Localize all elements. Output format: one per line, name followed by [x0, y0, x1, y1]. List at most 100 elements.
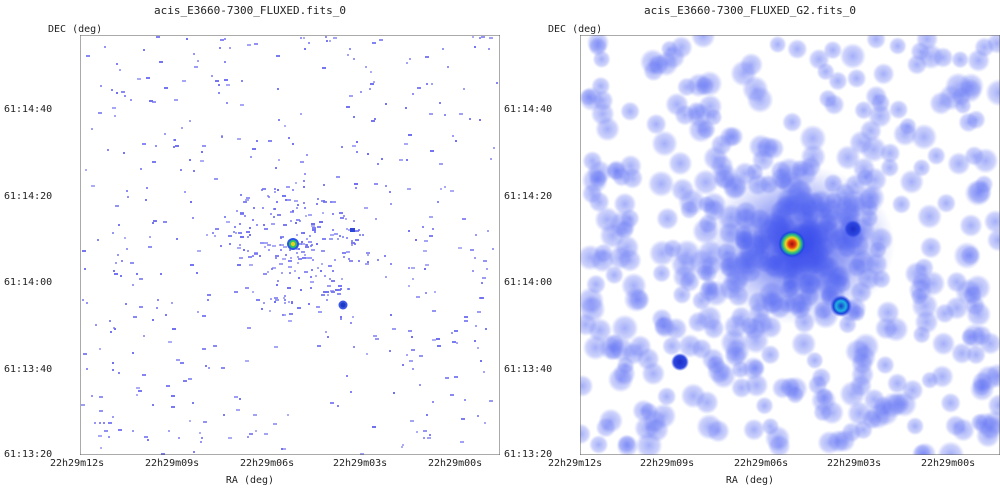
event-pixel	[373, 81, 375, 83]
event-pixel	[302, 257, 306, 259]
emission-blob	[888, 99, 909, 120]
event-pixel	[124, 95, 126, 97]
event-pixel	[273, 216, 275, 218]
event-pixel	[372, 42, 376, 44]
emission-blob	[632, 399, 655, 423]
event-pixel	[276, 201, 278, 203]
event-pixel	[168, 341, 172, 343]
event-pixel	[115, 205, 119, 207]
event-pixel	[375, 218, 377, 220]
event-pixel	[173, 139, 175, 141]
event-pixel	[264, 228, 268, 230]
event-pixel	[127, 196, 129, 198]
event-pixel	[416, 431, 418, 433]
event-pixel	[277, 88, 279, 90]
event-pixel	[332, 201, 336, 203]
event-pixel	[390, 314, 392, 316]
event-pixel	[109, 320, 111, 322]
event-pixel	[300, 161, 304, 163]
image-canvas[interactable]	[80, 35, 500, 455]
event-pixel	[346, 237, 348, 239]
event-pixel	[353, 346, 355, 348]
event-pixel	[192, 217, 194, 219]
event-pixel	[370, 83, 374, 85]
emission-blob	[983, 209, 1000, 234]
event-pixel	[444, 114, 446, 116]
event-pixel	[416, 296, 420, 298]
emission-blob	[875, 355, 895, 375]
event-pixel	[197, 250, 201, 252]
event-pixel	[143, 49, 145, 51]
event-pixel	[370, 71, 372, 73]
event-pixel	[139, 278, 143, 280]
image-canvas[interactable]	[580, 35, 1000, 455]
event-pixel	[343, 256, 345, 258]
event-pixel	[252, 255, 254, 257]
event-pixel	[295, 182, 297, 184]
event-pixel	[233, 231, 235, 233]
event-pixel	[347, 288, 349, 290]
event-pixel	[273, 423, 277, 425]
event-pixel	[298, 258, 302, 260]
event-pixel	[301, 251, 305, 253]
event-pixel	[430, 150, 434, 152]
event-pixel	[493, 147, 495, 149]
event-pixel	[164, 133, 166, 135]
sky-image	[80, 35, 500, 455]
event-pixel	[434, 291, 436, 293]
event-pixel	[451, 332, 453, 334]
event-pixel	[424, 240, 428, 242]
event-pixel	[104, 430, 108, 432]
event-pixel	[236, 409, 240, 411]
event-pixel	[126, 190, 128, 192]
event-pixel	[439, 102, 441, 104]
event-pixel	[283, 224, 287, 226]
event-pixel	[477, 347, 479, 349]
event-pixel	[482, 277, 486, 279]
event-pixel	[355, 239, 359, 241]
event-pixel	[323, 291, 327, 293]
event-pixel	[322, 67, 326, 69]
event-pixel	[275, 167, 277, 169]
emission-blob	[987, 393, 1000, 417]
event-pixel	[354, 183, 358, 185]
event-pixel	[228, 235, 232, 237]
event-pixel	[196, 272, 198, 274]
event-pixel	[274, 297, 278, 299]
event-pixel	[139, 306, 143, 308]
event-pixel	[340, 318, 342, 320]
event-pixel	[308, 241, 312, 243]
event-pixel	[214, 235, 216, 237]
event-pixel	[184, 191, 186, 193]
event-pixel	[401, 446, 403, 448]
event-pixels	[81, 36, 498, 455]
emission-blob	[623, 286, 650, 313]
event-pixel	[296, 207, 298, 209]
emission-blob	[656, 386, 677, 407]
event-pixel	[366, 252, 370, 254]
event-pixel	[389, 191, 391, 193]
emission-blob	[586, 35, 610, 55]
emission-blob	[914, 309, 939, 335]
event-pixel	[461, 418, 465, 420]
emission-blob	[864, 85, 888, 108]
event-pixel	[477, 415, 479, 417]
event-pixel	[329, 40, 331, 42]
image-panel-right: acis_E3660-7300_FLUXED_G2.fits_0 DEC (de…	[500, 0, 1000, 495]
bright-source-1	[778, 230, 806, 258]
emission-blob	[651, 130, 678, 157]
emission-blob	[710, 363, 737, 389]
event-pixel	[288, 320, 292, 322]
event-pixel	[296, 252, 298, 254]
emission-blob	[664, 317, 688, 341]
event-pixel	[402, 444, 404, 446]
emission-blob	[767, 434, 791, 455]
event-pixel	[288, 137, 290, 139]
event-pixel	[189, 159, 191, 161]
event-pixel	[297, 256, 299, 258]
event-pixel	[273, 208, 275, 210]
event-pixel	[226, 102, 228, 104]
emission-blob	[846, 68, 867, 89]
event-pixel	[290, 257, 292, 259]
emission-blob	[692, 168, 720, 196]
